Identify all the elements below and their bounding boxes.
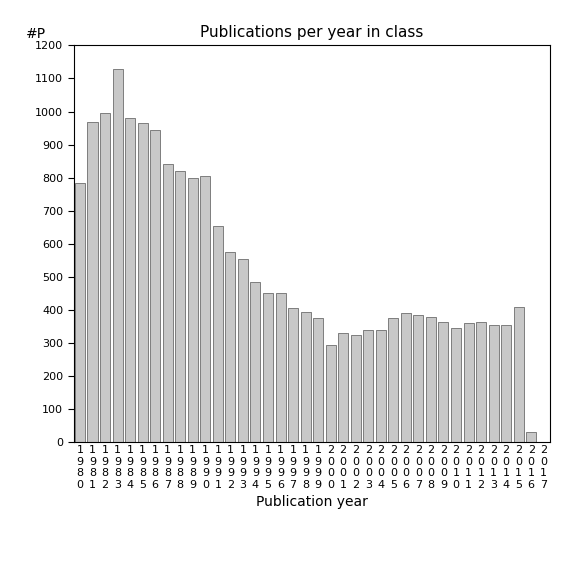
Bar — [338, 333, 348, 442]
Bar — [526, 433, 536, 442]
Bar — [376, 330, 386, 442]
Bar — [426, 316, 436, 442]
Bar — [313, 318, 323, 442]
Bar — [288, 308, 298, 442]
Bar — [138, 123, 147, 442]
Bar — [476, 321, 486, 442]
Bar — [125, 118, 135, 442]
Title: Publications per year in class: Publications per year in class — [200, 25, 424, 40]
Bar — [150, 130, 160, 442]
Bar — [463, 323, 473, 442]
Bar — [225, 252, 235, 442]
Bar — [175, 171, 185, 442]
Bar — [200, 176, 210, 442]
Bar — [451, 328, 461, 442]
Bar — [489, 325, 498, 442]
Bar — [251, 282, 260, 442]
Bar — [238, 259, 248, 442]
Bar — [276, 294, 286, 442]
Bar — [501, 325, 511, 442]
Bar — [100, 113, 110, 442]
Bar — [263, 294, 273, 442]
Bar — [163, 164, 173, 442]
X-axis label: Publication year: Publication year — [256, 496, 368, 509]
Bar — [351, 335, 361, 442]
Bar — [401, 313, 411, 442]
Bar — [413, 315, 424, 442]
Bar — [188, 177, 198, 442]
Text: #P: #P — [26, 27, 46, 41]
Bar — [438, 321, 448, 442]
Bar — [113, 69, 122, 442]
Bar — [514, 307, 524, 442]
Bar — [87, 122, 98, 442]
Bar — [301, 312, 311, 442]
Bar — [325, 345, 336, 442]
Bar — [388, 318, 399, 442]
Bar — [213, 226, 223, 442]
Bar — [363, 330, 373, 442]
Bar — [75, 183, 85, 442]
